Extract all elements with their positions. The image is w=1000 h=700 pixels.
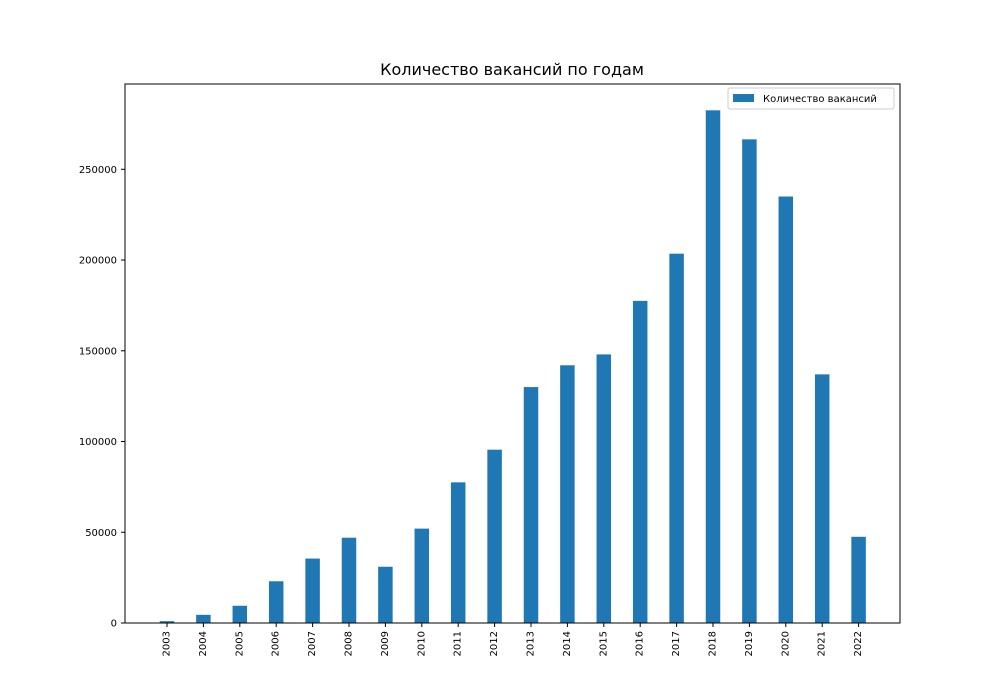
bar-2018 xyxy=(705,110,721,623)
x-tick-label: 2008 xyxy=(344,631,355,656)
bar-2009 xyxy=(378,566,393,623)
bar-2012 xyxy=(487,449,502,623)
bar-2008 xyxy=(341,537,357,623)
y-tick-label: 250000 xyxy=(79,165,117,176)
x-tick-label: 2010 xyxy=(416,631,427,656)
bar-2015 xyxy=(596,354,612,623)
bar-2020 xyxy=(778,196,794,623)
bar-2021 xyxy=(814,374,830,623)
x-tick-label: 2019 xyxy=(744,631,755,656)
x-tick-label: 2016 xyxy=(635,631,646,656)
bar-2007 xyxy=(305,558,320,623)
x-tick-label: 2009 xyxy=(380,631,391,656)
x-tick-label: 2005 xyxy=(234,631,245,656)
x-tick-label: 2021 xyxy=(817,631,828,656)
x-tick-label: 2004 xyxy=(198,631,209,656)
x-tick-label: 2007 xyxy=(307,631,318,656)
bars-group xyxy=(159,110,866,623)
x-tick-label: 2020 xyxy=(780,631,791,656)
legend-label: Количество вакансий xyxy=(763,94,877,105)
x-tick-label: 2014 xyxy=(562,631,573,656)
bar-2010 xyxy=(414,528,430,623)
bar-2016 xyxy=(632,300,648,623)
bar-2005 xyxy=(232,605,248,623)
legend-swatch xyxy=(733,94,754,102)
x-tick-label: 2017 xyxy=(671,631,682,656)
bar-2017 xyxy=(669,253,684,623)
bar-2004 xyxy=(196,614,211,623)
bar-2014 xyxy=(560,365,575,623)
legend-box xyxy=(727,87,895,110)
plot-frame xyxy=(124,83,901,624)
y-axis: 0 50000 100000 150000 200000 250000 xyxy=(79,165,125,630)
x-tick-label: 2013 xyxy=(526,631,537,656)
x-tick-label: 2015 xyxy=(598,631,609,656)
bar-2019 xyxy=(742,139,757,623)
y-tick-label: 100000 xyxy=(79,437,117,448)
x-axis: 2003 2004 2005 2006 2007 2008 2009 2010 2011 2012… xyxy=(162,623,864,656)
bar-2003 xyxy=(159,621,175,623)
bar-2006 xyxy=(268,581,284,623)
bar-2022 xyxy=(851,536,866,623)
x-tick-label: 2006 xyxy=(271,631,282,656)
x-tick-label: 2012 xyxy=(489,631,500,656)
x-tick-label: 2003 xyxy=(162,631,173,656)
y-tick-label: 150000 xyxy=(79,346,117,357)
bar-2011 xyxy=(450,482,466,623)
x-tick-label: 2011 xyxy=(453,631,464,656)
y-tick-label: 50000 xyxy=(85,528,117,539)
y-tick-label: 0 xyxy=(111,619,117,630)
x-tick-label: 2018 xyxy=(708,631,719,656)
x-tick-label: 2022 xyxy=(853,631,864,656)
legend: Количество вакансий xyxy=(727,87,895,110)
y-tick-label: 200000 xyxy=(79,256,117,267)
chart-title: Количество вакансий по годам xyxy=(380,60,644,79)
bar-2013 xyxy=(523,387,539,623)
